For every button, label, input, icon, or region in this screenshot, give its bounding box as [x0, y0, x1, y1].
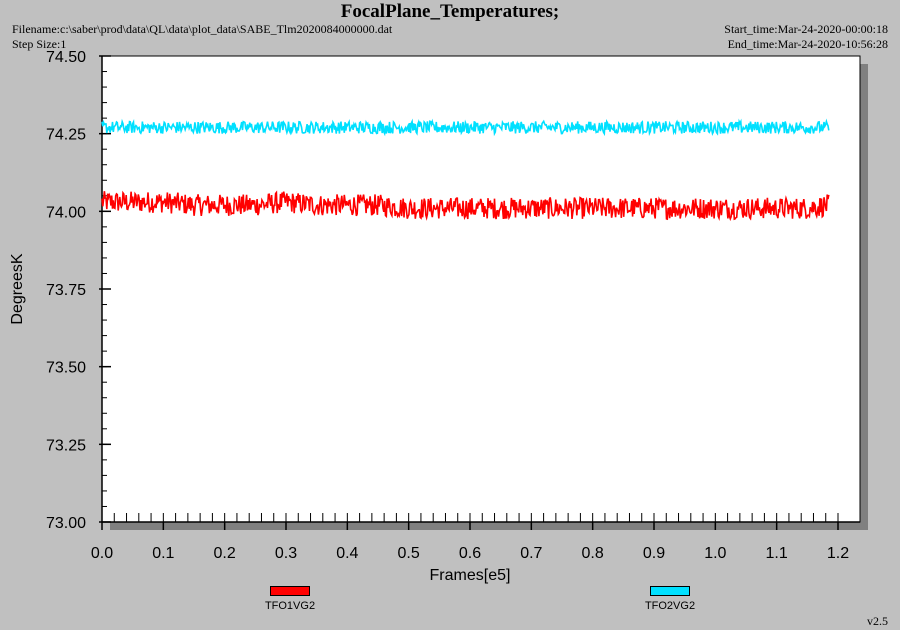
- x-tick-label: 0.2: [214, 545, 236, 562]
- y-tick-label: 73.25: [46, 437, 86, 454]
- end-time-label: End_time:Mar-24-2020-10:56:28: [727, 37, 888, 51]
- legend-label-tfo1vg2: TFO1VG2: [264, 600, 316, 612]
- legend-item-tfo1vg2: TFO1VG2: [250, 586, 330, 612]
- y-tick-label: 74.00: [46, 204, 86, 221]
- x-tick-label: 0.3: [275, 545, 297, 562]
- version-label: v2.5: [867, 614, 888, 628]
- x-tick-label: 0.5: [398, 545, 420, 562]
- x-tick-label: 0.9: [643, 545, 665, 562]
- x-tick-label: 0.6: [459, 545, 481, 562]
- start-time-label: Start_time:Mar-24-2020-00:00:18: [724, 22, 888, 36]
- x-tick-label: 1.2: [827, 545, 849, 562]
- chart-title: FocalPlane_Temperatures;: [340, 1, 560, 22]
- x-tick-label: 0.4: [336, 545, 358, 562]
- x-tick-label: 0.7: [520, 545, 542, 562]
- plot-area: [101, 55, 861, 523]
- y-tick-label: 73.00: [46, 515, 86, 532]
- x-axis-label: Frames[e5]: [430, 567, 511, 584]
- legend-swatch-tfo2vg2: [650, 586, 690, 596]
- series-line-tfo2vg2: [101, 118, 830, 137]
- y-axis-label: DegreesK: [9, 253, 26, 324]
- legend-item-tfo2vg2: TFO2VG2: [630, 586, 710, 612]
- y-tick-label: 74.25: [46, 127, 86, 144]
- filename-label: Filename:c:\saber\prod\data\QL\data\plot…: [12, 22, 393, 36]
- x-tick-label: 0.0: [91, 545, 113, 562]
- legend-swatch-tfo1vg2: [270, 586, 310, 596]
- series-line-tfo1vg2: [101, 190, 830, 222]
- x-tick-label: 1.0: [704, 545, 726, 562]
- y-tick-label: 74.50: [46, 49, 86, 66]
- y-tick-label: 73.50: [46, 360, 86, 377]
- legend-label-tfo2vg2: TFO2VG2: [644, 600, 696, 612]
- x-tick-label: 1.1: [766, 545, 788, 562]
- x-tick-label: 0.1: [152, 545, 174, 562]
- step-size-label: Step Size:1: [12, 37, 67, 51]
- y-tick-label: 73.75: [46, 282, 86, 299]
- x-tick-label: 0.8: [582, 545, 604, 562]
